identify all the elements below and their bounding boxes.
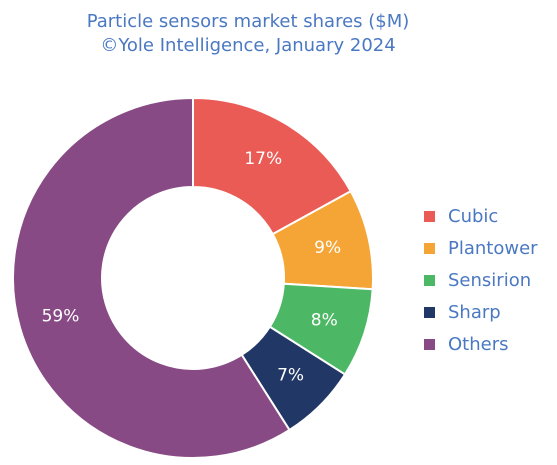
legend: Cubic Plantower Sensirion Sharp Others (424, 200, 538, 360)
chart-subtitle: ©Yole Intelligence, January 2024 (100, 35, 396, 56)
legend-item-sensirion: Sensirion (424, 264, 538, 296)
data-label-sensirion: 8% (311, 311, 338, 331)
slice-others (12, 96, 291, 459)
chart-title-block: Particle sensors market shares ($M) ©Yol… (0, 10, 496, 58)
data-label-sharp: 7% (277, 366, 304, 386)
legend-item-others: Others (424, 328, 538, 360)
legend-swatch-sharp (424, 306, 435, 318)
legend-label-sharp: Sharp (448, 301, 501, 323)
slice-cubic (192, 96, 353, 236)
legend-swatch-plantower (424, 242, 435, 254)
data-label-cubic: 17% (244, 149, 282, 169)
legend-swatch-cubic (424, 210, 435, 222)
legend-label-plantower: Plantower (448, 237, 538, 259)
legend-item-plantower: Plantower (424, 232, 538, 264)
legend-label-cubic: Cubic (448, 205, 499, 227)
chart-title: Particle sensors market shares ($M) (86, 11, 410, 32)
legend-label-sensirion: Sensirion (448, 269, 532, 291)
legend-swatch-sensirion (424, 274, 435, 286)
legend-item-cubic: Cubic (424, 200, 538, 232)
legend-item-sharp: Sharp (424, 296, 538, 328)
data-label-others: 59% (42, 307, 80, 327)
data-label-plantower: 9% (314, 238, 341, 258)
legend-swatch-others (424, 338, 435, 350)
legend-label-others: Others (448, 333, 509, 355)
